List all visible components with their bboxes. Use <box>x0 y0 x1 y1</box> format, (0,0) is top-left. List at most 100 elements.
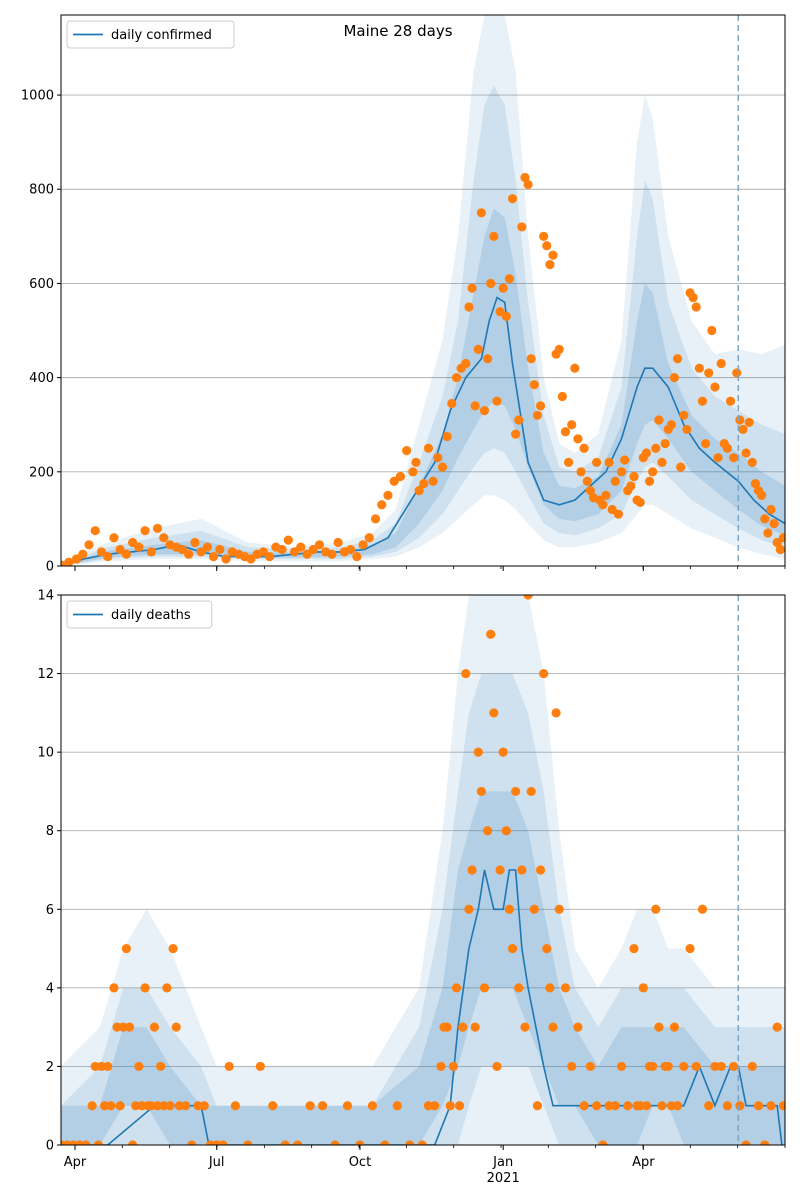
data-point <box>277 544 287 555</box>
data-point <box>495 865 505 875</box>
confidence-band-mid <box>61 673 785 1145</box>
data-point <box>766 1101 776 1111</box>
data-point <box>722 443 732 453</box>
data-point <box>451 983 462 993</box>
data-point <box>529 904 539 914</box>
data-point <box>405 1140 415 1145</box>
data-point <box>134 1061 144 1072</box>
data-point <box>704 1101 714 1111</box>
data-point <box>526 786 536 797</box>
data-point <box>106 1101 116 1111</box>
data-point <box>146 547 156 557</box>
data-point <box>433 453 443 463</box>
data-point <box>442 431 452 442</box>
data-point <box>638 983 648 993</box>
panel-confirmed: 0 200 400 600 800 1000 daily confirmed <box>21 14 786 575</box>
data-point <box>548 250 558 260</box>
y-tick-label: 14 <box>37 589 54 604</box>
data-point <box>641 448 652 458</box>
data-point <box>660 438 670 449</box>
confidence-band-inner <box>61 791 785 1145</box>
data-point <box>224 1061 234 1072</box>
data-point <box>314 540 325 550</box>
data-point <box>651 443 661 453</box>
data-point <box>616 1061 627 1072</box>
data-point <box>355 1140 365 1145</box>
data-point <box>492 1061 502 1072</box>
data-point <box>498 283 508 293</box>
data-point <box>560 983 571 993</box>
data-point <box>476 208 486 218</box>
x-tick-label: Oct <box>349 1155 371 1170</box>
data-point <box>666 420 676 430</box>
data-point <box>697 396 708 406</box>
data-point <box>501 826 511 836</box>
data-point <box>663 1061 673 1072</box>
data-point <box>691 1061 701 1072</box>
data-point <box>258 547 269 557</box>
data-point <box>563 457 574 467</box>
model-line <box>61 296 785 566</box>
data-point <box>651 904 661 914</box>
data-point <box>96 547 107 557</box>
data-point <box>458 1022 468 1032</box>
data-point <box>747 457 757 467</box>
y-tick-label: 0 <box>46 560 54 575</box>
chart-title: Maine 28 days <box>343 22 452 40</box>
data-point <box>479 405 490 416</box>
data-point <box>613 509 624 519</box>
data-point <box>221 554 231 564</box>
axes-frame <box>60 14 786 567</box>
legend-label: daily deaths <box>111 608 191 623</box>
x-tick-label: Jan <box>492 1155 513 1170</box>
legend: daily confirmed <box>66 20 235 49</box>
data-point <box>517 865 527 875</box>
data-point <box>470 1022 480 1032</box>
data-point <box>585 1061 595 1072</box>
data-point <box>763 528 773 538</box>
data-point <box>467 283 477 293</box>
data-point <box>735 1101 745 1111</box>
data-point <box>430 1101 440 1111</box>
data-point <box>551 708 561 718</box>
data-point <box>582 476 592 486</box>
data-point <box>255 1061 265 1072</box>
data-point <box>741 448 751 458</box>
data-point <box>542 241 552 251</box>
data-point <box>177 544 188 555</box>
model-line <box>61 869 783 1145</box>
data-point <box>230 1101 240 1111</box>
data-point <box>377 500 387 510</box>
data-point <box>428 476 438 486</box>
data-point <box>654 415 664 425</box>
data-point <box>579 1101 589 1111</box>
data-point <box>753 1101 764 1111</box>
data-point <box>654 1022 664 1032</box>
data-point <box>592 1101 602 1111</box>
data-point <box>289 547 300 557</box>
data-point <box>775 544 785 555</box>
data-point <box>346 544 356 555</box>
data-point <box>165 1101 175 1111</box>
data-point <box>489 708 499 718</box>
data-point <box>184 549 194 559</box>
data-point <box>729 1061 739 1072</box>
y-tick-label: 800 <box>29 183 54 198</box>
data-point <box>691 302 701 312</box>
data-point <box>358 540 368 550</box>
data-point <box>607 504 617 515</box>
x-tick-label: Apr <box>64 1155 87 1170</box>
data-point <box>402 446 412 456</box>
data-point <box>685 943 695 954</box>
data-point <box>679 1061 689 1072</box>
data-point <box>364 533 374 543</box>
data-point <box>109 983 119 993</box>
data-point <box>103 551 113 562</box>
data-point <box>554 904 564 914</box>
data-point <box>149 1022 160 1032</box>
data-point <box>109 533 119 543</box>
data-point <box>629 471 639 482</box>
data-point <box>90 526 100 536</box>
plot-area <box>61 595 785 1145</box>
